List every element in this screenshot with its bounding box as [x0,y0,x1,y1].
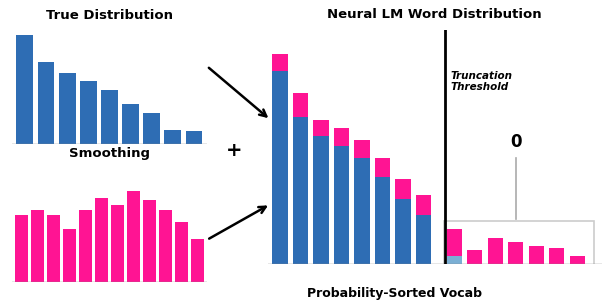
Bar [143,113,160,144]
Text: 0: 0 [510,133,522,151]
Bar [395,199,410,264]
Bar [446,230,462,256]
Bar [79,210,92,282]
Bar [570,256,585,264]
Bar [334,146,349,264]
Bar [59,73,75,144]
Bar [80,81,97,144]
Bar [127,191,140,282]
Bar [15,215,28,282]
Bar [38,62,55,144]
Bar [375,176,390,264]
Bar [101,90,118,144]
Bar [272,54,288,71]
Bar [95,198,108,282]
Bar [164,130,181,144]
Text: Truncation
Threshold: Truncation Threshold [450,71,512,92]
Text: Probability-Sorted Vocab: Probability-Sorted Vocab [307,287,482,300]
Bar [313,136,328,264]
Text: Neural LM Word Distribution: Neural LM Word Distribution [327,8,542,21]
Text: Smoothing: Smoothing [69,147,150,160]
Text: True Distribution: True Distribution [46,9,173,22]
Bar [292,118,308,264]
Bar [488,238,503,264]
Bar [354,140,370,158]
Bar [334,128,349,146]
Bar [395,178,410,199]
Bar [528,246,544,264]
Bar [272,71,288,264]
Bar [467,250,482,264]
Bar [47,215,60,282]
Bar [375,158,390,176]
Bar [416,215,431,264]
Bar [16,35,33,144]
Bar [508,242,523,264]
Bar [313,119,328,136]
Bar [354,158,370,264]
Bar [292,93,308,118]
Bar [122,104,139,144]
Bar [63,229,76,282]
Bar [191,239,204,282]
Text: +: + [226,140,243,160]
Bar [416,195,431,215]
Bar [185,131,202,144]
Bar [159,210,171,282]
Bar [31,210,44,282]
Bar [549,248,564,264]
Bar [446,256,462,264]
Bar [143,200,156,282]
Bar [111,205,124,282]
Bar [175,222,188,282]
